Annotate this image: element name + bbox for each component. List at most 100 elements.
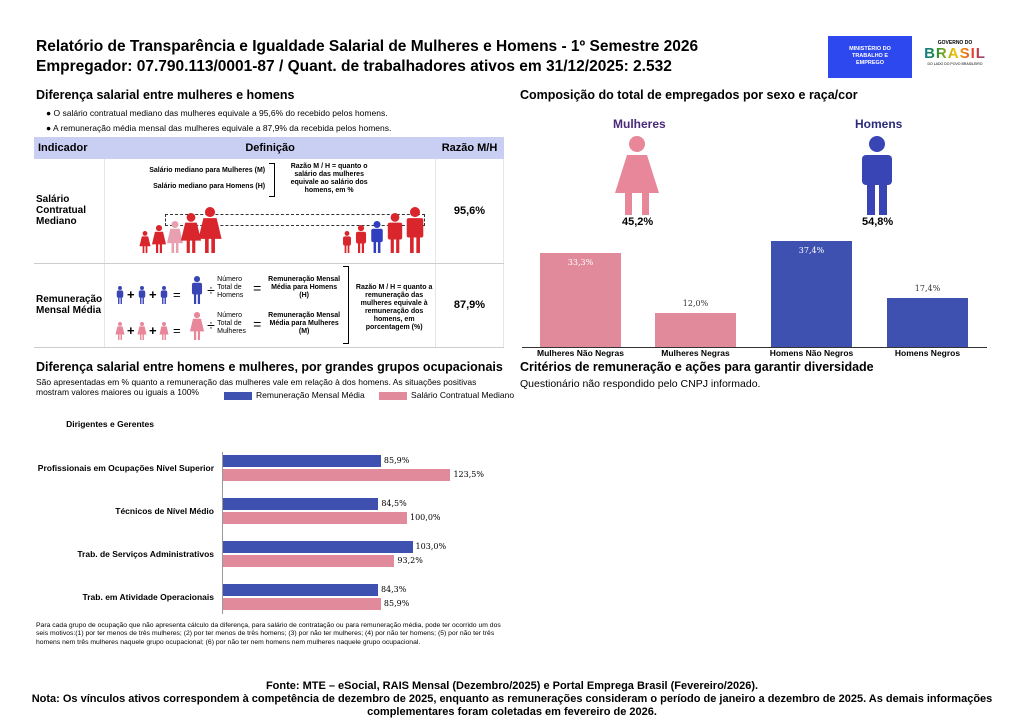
- indicator-name: Salário Contratual Mediano: [34, 159, 106, 264]
- bar-value-label: 33,3%: [567, 257, 594, 267]
- man-figure-icon: [192, 275, 203, 304]
- woman-figure-icon: [115, 321, 125, 340]
- man-figure-icon: [406, 207, 424, 253]
- category-label: Homens Negros: [894, 348, 961, 358]
- report-title: Relatório de Transparência e Igualdade S…: [36, 38, 699, 55]
- plus-icon: +: [127, 323, 135, 338]
- header-razao: Razão M/H: [435, 137, 504, 159]
- employer-info: Empregador: 07.790.113/0001-87 / Quant. …: [36, 58, 672, 75]
- equals-icon: =: [253, 279, 262, 296]
- result-women: Remuneração Mensal Média para Mulheres (…: [268, 311, 341, 335]
- category-label: Trab. de Serviços Administrativos: [77, 549, 214, 559]
- definition-cell: Salário mediano para Mulheres (M) Salári…: [104, 159, 436, 264]
- bar-value-label: 84,5%: [381, 499, 407, 508]
- num-women: Número Total de Mulheres: [217, 311, 246, 335]
- composition-chart: 33,3% Mulheres Não Negras 12,0% Mulheres Ne…: [522, 241, 987, 358]
- bar-value-label: 100,0%: [410, 513, 441, 522]
- num-men: Número Total de Homens: [217, 275, 244, 299]
- woman-figure-icon: [137, 321, 147, 340]
- def-ratio: Razão M / H = quanto o salário das mulhe…: [290, 163, 368, 194]
- criteria-text: Questionário não respondido pelo CNPJ in…: [520, 378, 761, 390]
- man-figure-icon: [160, 285, 168, 304]
- legend-swatch-pink: [379, 391, 408, 400]
- man-figure-icon: [356, 225, 367, 253]
- diff-title: Diferença salarial entre mulheres e home…: [36, 88, 295, 102]
- table-row: Salário Contratual Mediano Salário media…: [34, 159, 504, 264]
- occupation-chart: Dirigentes e Gerentes Profissionais em Oc…: [0, 0, 520, 620]
- woman-figure-icon: [190, 311, 205, 340]
- criteria-title: Critérios de remuneração e ações para ga…: [520, 360, 874, 374]
- gov-logo-tagline: DO LADO DO POVO BRASILEIRO: [927, 62, 983, 66]
- equals-icon: =: [173, 287, 181, 302]
- bar-value-label: 123,5%: [453, 470, 484, 479]
- bar-value-label: 93,2%: [397, 556, 423, 565]
- category-label: Dirigentes e Gerentes: [66, 419, 154, 429]
- bar-remuneracao: [222, 541, 413, 553]
- divide-icon: ÷: [207, 281, 215, 298]
- men-percent: 54,8%: [862, 216, 894, 228]
- def-women: Salário mediano para Mulheres (M): [149, 167, 266, 174]
- bar-remuneracao: [222, 455, 381, 467]
- bullet-text: A remuneração média mensal das mulheres …: [53, 123, 392, 133]
- y-axis-line: [222, 452, 223, 614]
- composition-title: Composição do total de empregados por se…: [520, 88, 858, 102]
- groups-desc: São apresentadas em % quanto a remuneraç…: [36, 377, 477, 397]
- groups-note: Para cada grupo de ocupação que não apre…: [36, 622, 501, 646]
- women-label: Mulheres: [613, 117, 666, 131]
- ratio-value: 87,9%: [435, 263, 504, 348]
- bar-value-label: 84,3%: [380, 585, 407, 594]
- people-illustration: [139, 207, 424, 253]
- equals-icon: =: [253, 315, 262, 332]
- bar-value-label: 17,4%: [914, 283, 941, 293]
- plus-icon: +: [127, 287, 135, 302]
- table-row: Remuneração Mensal Média + + = + + = ÷ ÷ Núme…: [34, 263, 504, 348]
- ministry-logo: MINISTÉRIO DO TRABALHO E EMPREGO: [828, 36, 912, 78]
- bar-value-label: 85,9%: [383, 456, 410, 465]
- bar-salario: [222, 555, 395, 567]
- man-figure-icon: [387, 213, 403, 253]
- chart-legend: Remuneração Mensal Média Salário Contrat…: [224, 390, 514, 400]
- bar-remuneracao: [222, 498, 379, 510]
- bullet-2: ● A remuneração média mensal das mulhere…: [46, 123, 392, 133]
- ratio-value: 95,6%: [435, 159, 504, 264]
- result-men: Remuneração Mensal Média para Homens (H): [268, 275, 341, 299]
- composition-bar: [540, 252, 621, 347]
- groups-title: Diferença salarial entre homens e mulher…: [36, 360, 503, 374]
- bar-salario: [222, 512, 407, 524]
- equals-icon: =: [173, 323, 181, 338]
- category-label: Homens Não Negros: [769, 348, 854, 358]
- composition-bar: [655, 313, 736, 347]
- definition-cell: + + = + + = ÷ ÷ Número Total de Homens Número…: [104, 263, 436, 348]
- legend-label: Salário Contratual Mediano: [411, 390, 515, 400]
- man-figure-icon: [116, 285, 124, 304]
- woman-figure-icon: [167, 221, 184, 253]
- woman-figure-icon: [159, 321, 169, 340]
- divide-icon: ÷: [207, 316, 215, 333]
- brace: [343, 265, 350, 344]
- def-ratio: Razão M / H = quanto a remuneração das m…: [355, 283, 433, 331]
- legend-swatch-blue: [224, 391, 252, 400]
- header-indicador: Indicador: [34, 137, 105, 159]
- woman-figure-icon: [139, 231, 151, 253]
- brace: [269, 163, 276, 197]
- sum-illustration: + + = + + =: [115, 275, 205, 340]
- bullet-1: ● O salário contratual mediano das mulhe…: [46, 108, 388, 118]
- def-men: Salário mediano para Homens (H): [153, 183, 266, 190]
- legend-label: Remuneração Mensal Média: [256, 390, 365, 400]
- plus-icon: +: [149, 323, 157, 338]
- bar-value-label: 37,4%: [798, 246, 825, 256]
- man-figure-icon: [371, 221, 383, 253]
- indicator-table: Indicador Definição Razão M/H Salário Cont…: [34, 137, 504, 348]
- category-label: Mulheres Negras: [661, 348, 730, 358]
- man-icon: [862, 136, 892, 215]
- man-figure-icon: [138, 285, 146, 304]
- footer-source: Fonte: MTE – eSocial, RAIS Mensal (Dezem…: [265, 680, 759, 692]
- woman-icon: [615, 136, 659, 215]
- header-definicao: Definição: [104, 137, 436, 159]
- gov-logo-brasil: BRASIL: [915, 46, 995, 62]
- women-percent: 45,2%: [622, 216, 654, 228]
- composition-bar: [887, 297, 968, 347]
- indicator-name: Remuneração Mensal Média: [34, 263, 106, 348]
- bar-value-label: 85,9%: [383, 599, 410, 608]
- category-label: Mulheres Não Negras: [537, 348, 624, 358]
